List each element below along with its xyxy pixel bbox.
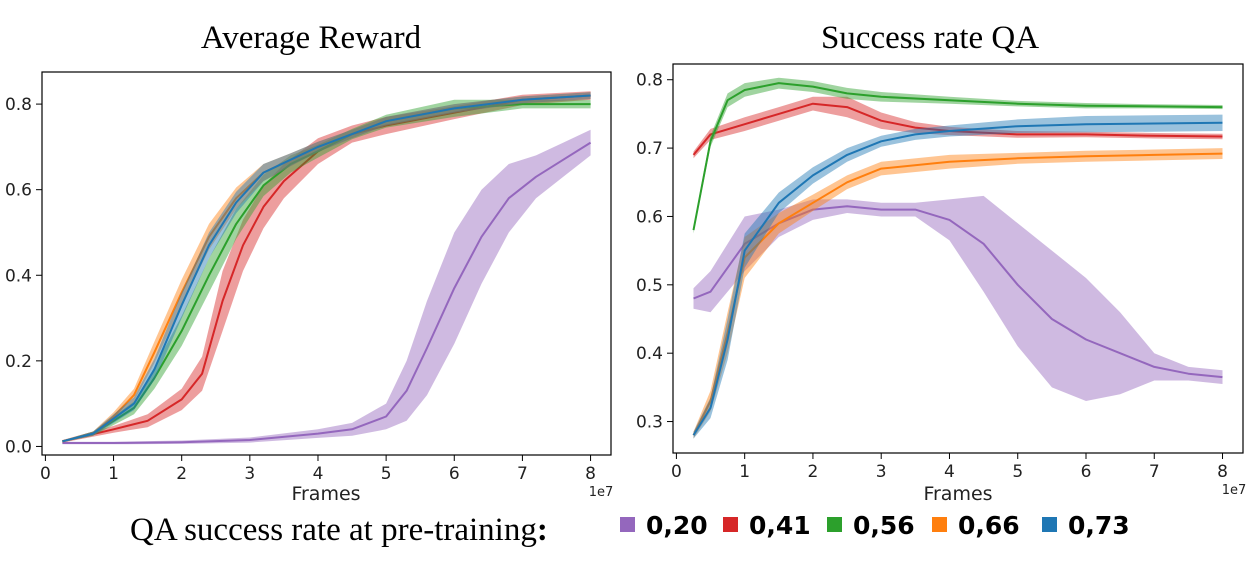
series-line-0-20 (62, 141, 592, 444)
x-tick-label: 0 (671, 462, 682, 482)
x-tick-label: 5 (381, 464, 392, 484)
y-tick-label: 0.6 (636, 207, 663, 227)
plot-frame (672, 63, 1244, 454)
series-line-0-41 (62, 94, 591, 443)
legend: QA success rate at pre-training: 0,20 0,4… (130, 511, 1130, 548)
legend-swatch (932, 517, 947, 532)
x-tick-label: 4 (313, 464, 324, 484)
x-tick-label: 8 (585, 464, 596, 484)
legend-title: QA success rate at pre-training: (130, 512, 548, 548)
legend-swatch (620, 517, 635, 532)
series-line-0-41 (692, 102, 1223, 156)
legend-label: 0,41 (749, 511, 811, 540)
y-tick-label: 0.7 (636, 139, 663, 159)
y-tick-label: 0.8 (5, 95, 32, 115)
x-tick-label: 8 (1217, 462, 1228, 482)
x-axis-label: Frames (923, 483, 992, 505)
x-axis-offset: 1e7 (1222, 483, 1247, 498)
series-band-0-56 (693, 77, 1223, 234)
x-tick-label: 2 (808, 462, 819, 482)
y-tick-label: 0.4 (636, 344, 663, 364)
y-tick-label: 0.2 (5, 352, 32, 372)
x-tick-label: 3 (244, 464, 255, 484)
y-tick-label: 0.6 (5, 181, 32, 201)
legend-label: 0,20 (646, 511, 708, 540)
x-tick-label: 6 (449, 464, 460, 484)
chart-success-rate-qa: Success rate QA 0 1 2 3 4 5 6 7 8 0.3 0.4 0.5 0.6 0.7… (636, 20, 1246, 505)
series-band-0-41 (693, 96, 1223, 159)
plot-frame (41, 71, 612, 456)
chart-title: Average Reward (201, 20, 422, 56)
x-axis-offset: 1e7 (589, 485, 614, 500)
chart-average-reward: Average Reward 0 1 2 3 4 5 6 7 80.00.20.40.60.8 … (5, 20, 613, 505)
chart-title: Success rate QA (821, 20, 1039, 56)
legend-label: 0,66 (958, 511, 1020, 540)
legend-swatch (723, 517, 738, 532)
x-tick-label: 6 (1081, 462, 1092, 482)
series-line-0-73 (692, 121, 1223, 436)
series-line-0-66 (692, 152, 1223, 436)
x-tick-label: 5 (1012, 462, 1023, 482)
legend-swatch (827, 517, 842, 532)
series-line-0-56 (692, 82, 1223, 231)
legend-label: 0,73 (1068, 511, 1130, 540)
legend-swatch (1042, 517, 1057, 532)
y-tick-label: 0.4 (5, 266, 32, 286)
x-axis-label: Frames (291, 483, 360, 505)
x-tick-label: 1 (739, 462, 750, 482)
x-tick-label: 7 (517, 464, 528, 484)
x-tick-label: 1 (108, 464, 119, 484)
legend-label: 0,56 (853, 511, 915, 540)
y-tick-label: 0.0 (5, 437, 32, 457)
series-band-0-20 (693, 195, 1223, 401)
series-band-0-20 (62, 129, 591, 445)
x-tick-label: 2 (176, 464, 187, 484)
series-line-0-73 (62, 94, 591, 443)
series-line-0-20 (693, 205, 1223, 379)
x-tick-label: 4 (944, 462, 955, 482)
x-tick-label: 3 (876, 462, 887, 482)
x-tick-label: 7 (1149, 462, 1160, 482)
y-tick-label: 0.8 (636, 71, 663, 91)
x-tick-label: 0 (40, 464, 51, 484)
y-tick-label: 0.3 (636, 413, 663, 433)
series-band-0-66 (693, 148, 1223, 439)
y-tick-label: 0.5 (636, 276, 663, 296)
